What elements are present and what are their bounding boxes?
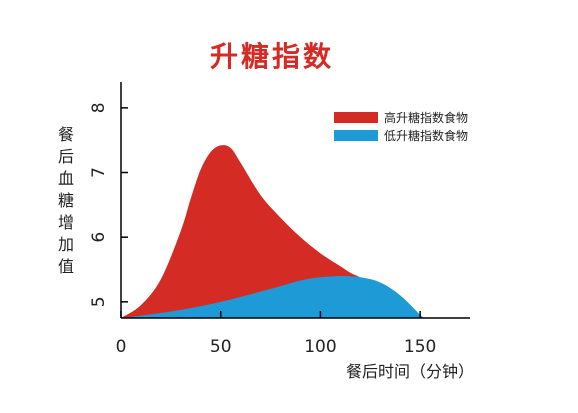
y-tick-label-2: 7: [89, 167, 109, 178]
x-tick-label-3: 150: [404, 337, 436, 357]
chart-title: 升糖指数: [210, 40, 334, 73]
y-tick-label-3: 8: [89, 102, 109, 113]
x-ticks: 0 50 100 150: [116, 311, 436, 357]
legend-label-1: 低升糖指数食物: [384, 128, 468, 143]
y-tick-label-1: 6: [89, 232, 109, 243]
plot-areas: [121, 145, 425, 318]
legend-swatch-1: [334, 130, 378, 141]
series-area-0: [121, 145, 361, 318]
x-axis-label: 餐后时间（分钟）: [346, 362, 474, 381]
x-tick-label-0: 0: [116, 337, 127, 357]
legend-label-0: 高升糖指数食物: [384, 110, 468, 125]
y-ticks: 5 6 7 8: [89, 102, 128, 307]
x-tick-label-2: 100: [304, 337, 336, 357]
x-tick-label-1: 50: [210, 337, 232, 357]
y-axis-label: 餐后血糖增加值: [58, 125, 74, 276]
series-area-1: [121, 275, 425, 318]
y-tick-label-0: 5: [89, 296, 109, 307]
legend-swatch-0: [334, 112, 378, 123]
